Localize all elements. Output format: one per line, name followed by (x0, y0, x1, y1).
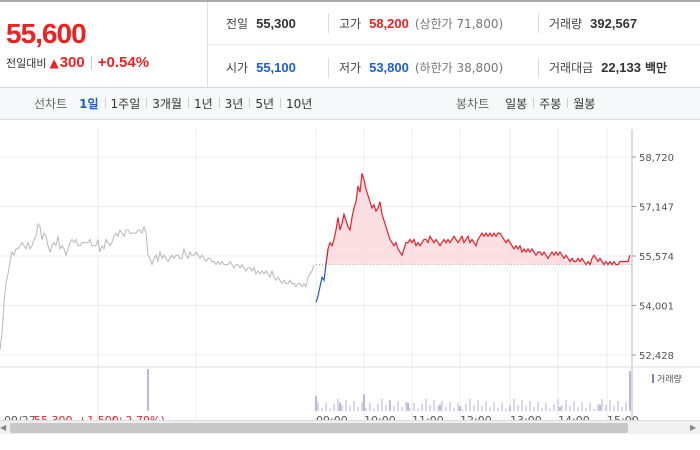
stat-label: 거래량 (549, 16, 583, 31)
period-1y-tab[interactable]: 1년 (187, 95, 219, 112)
period-1d-tab[interactable]: 1일 (79, 97, 99, 111)
candle-weekly-tab[interactable]: 주봉 (533, 95, 567, 112)
current-price: 55,600 (6, 18, 87, 49)
chart-scrollbar[interactable]: ◀ ▶ (0, 420, 700, 434)
volume-legend-label: 거래량 (657, 373, 682, 385)
stats-panel: 전일 55,300 고가 58,200 (상한가 71,800) 거래량 392… (208, 2, 700, 90)
stat-sub: (상한가 71,800) (414, 16, 504, 31)
stat-label: 저가 (339, 61, 362, 75)
scroll-left-icon[interactable]: ◀ (0, 423, 7, 432)
change-percent: +0.54% (97, 54, 150, 71)
line-chart-label: 선차트 (34, 97, 68, 111)
stat-label: 거래대금 (549, 61, 594, 75)
y-tick-label: 55,574 (639, 252, 674, 263)
period-3y-tab[interactable]: 3년 (218, 95, 250, 112)
scroll-right-icon[interactable]: ▶ (690, 423, 697, 432)
stat-volume: 거래량 392,567 (538, 13, 637, 33)
today-up-line (325, 173, 631, 267)
candle-tabs: 봉차트 일봉 주봉 월봉 (456, 95, 601, 112)
stat-label: 시가 (226, 61, 249, 75)
stat-open: 시가 55,100 (226, 58, 296, 78)
stat-value: 53,800 (369, 60, 409, 75)
period-5y-tab[interactable]: 5년 (249, 95, 280, 112)
chart-toolbar: 선차트 1일 1주일 3개월 1년 3년 5년 10년 봉차트 일봉 주봉 월봉 (0, 88, 700, 120)
stat-value: 55,300 (256, 15, 296, 31)
change-value: 300 (59, 54, 85, 71)
period-1w-tab[interactable]: 1주일 (104, 95, 147, 112)
stat-value: 22,133 (601, 60, 641, 75)
stat-low: 저가 53,800 (하한가 38,800) (328, 57, 504, 78)
today-down-line (315, 248, 329, 303)
stats-row: 전일 55,300 고가 58,200 (상한가 71,800) 거래량 392… (208, 2, 700, 45)
stat-prev-close: 전일 55,300 (226, 13, 296, 33)
divider (90, 55, 92, 70)
stat-value: 392,567 (590, 15, 638, 31)
y-tick-label: 58,720 (639, 153, 674, 164)
today-up-fill (328, 173, 630, 265)
stat-label: 고가 (339, 16, 362, 31)
volume-legend-swatch (652, 374, 654, 383)
stat-value: 58,200 (369, 15, 409, 31)
stat-high: 고가 58,200 (상한가 71,800) (328, 13, 503, 33)
up-triangle-icon: ▲ (49, 55, 59, 70)
candle-daily-tab[interactable]: 일봉 (505, 97, 528, 111)
chart-svg: 58,72057,14755,57454,00152,428거래량09/2755… (0, 129, 700, 427)
change-label: 전일대비 (6, 56, 47, 70)
candle-monthly-tab[interactable]: 월봉 (567, 95, 601, 112)
change-row: 전일대비 ▲ 300 +0.54% (6, 54, 149, 71)
quote-header: 55,600 전일대비 ▲ 300 +0.54% 전일 55,300 고가 58… (0, 0, 700, 90)
stat-trade-value: 거래대금 22,133 백만 (538, 57, 668, 78)
stat-value: 55,100 (256, 60, 296, 75)
price-box: 55,600 전일대비 ▲ 300 +0.54% (0, 2, 208, 90)
period-3m-tab[interactable]: 3개월 (146, 95, 188, 112)
scroll-thumb[interactable] (10, 423, 628, 433)
candle-chart-label: 봉차트 (456, 97, 490, 111)
price-chart[interactable]: 58,720 57,147 55,574 54,001 52,428 거래량 09/27 55… (0, 121, 700, 427)
period-10y-tab[interactable]: 10년 (280, 95, 318, 112)
stat-label: 전일 (226, 16, 249, 31)
stat-sub: (하한가 38,800) (414, 61, 504, 75)
y-tick-label: 57,147 (639, 203, 674, 214)
stat-unit: 백만 (644, 61, 668, 75)
y-tick-label: 52,428 (639, 351, 674, 362)
y-tick-label: 54,001 (639, 302, 674, 313)
prev-day-line (0, 222, 315, 350)
stats-row: 시가 55,100 저가 53,800 (하한가 38,800) 거래대금 22… (208, 46, 700, 89)
